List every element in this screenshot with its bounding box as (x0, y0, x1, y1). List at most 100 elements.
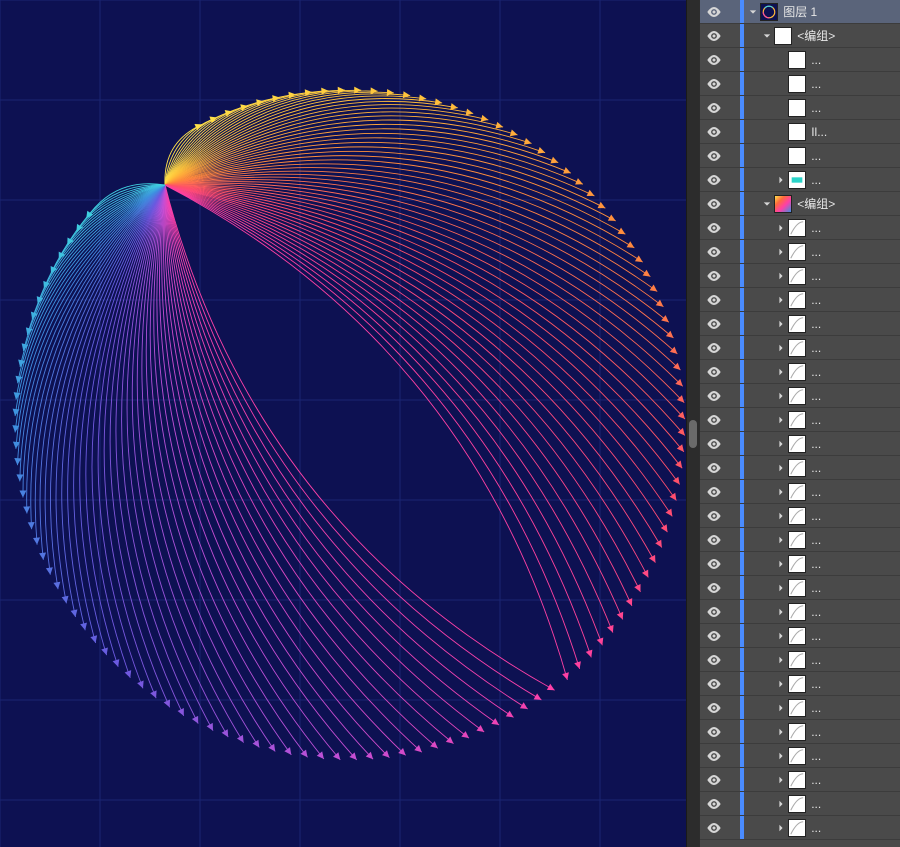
layer-row[interactable]: ... (700, 144, 900, 168)
layer-name[interactable]: ... (811, 149, 882, 163)
visibility-toggle[interactable] (700, 511, 728, 521)
layer-row[interactable]: ... (700, 432, 900, 456)
layer-name[interactable]: ... (811, 365, 882, 379)
layer-name[interactable]: ... (811, 629, 882, 643)
visibility-toggle[interactable] (700, 535, 728, 545)
layer-thumbnail[interactable] (788, 747, 806, 765)
layer-thumbnail[interactable] (788, 387, 806, 405)
layer-row[interactable]: ... (700, 264, 900, 288)
visibility-toggle[interactable] (700, 463, 728, 473)
layer-row[interactable]: ... (700, 552, 900, 576)
disclosure-toggle[interactable] (774, 704, 788, 712)
visibility-toggle[interactable] (700, 391, 728, 401)
visibility-toggle[interactable] (700, 727, 728, 737)
layer-row[interactable]: ... (700, 624, 900, 648)
layer-thumbnail[interactable] (788, 819, 806, 837)
layer-name[interactable]: ... (811, 797, 882, 811)
disclosure-toggle[interactable] (774, 512, 788, 520)
layer-row[interactable]: ... (700, 288, 900, 312)
layer-thumbnail[interactable] (788, 315, 806, 333)
layer-name[interactable]: ... (811, 605, 882, 619)
disclosure-toggle[interactable] (774, 608, 788, 616)
visibility-toggle[interactable] (700, 703, 728, 713)
layer-name[interactable]: ... (811, 485, 882, 499)
layer-row[interactable]: ... (700, 240, 900, 264)
layer-name[interactable]: ... (811, 341, 882, 355)
layer-thumbnail[interactable] (788, 75, 806, 93)
disclosure-toggle[interactable] (774, 392, 788, 400)
canvas-scrollbar-thumb[interactable] (689, 420, 697, 448)
layer-name[interactable]: ... (811, 773, 882, 787)
layer-thumbnail[interactable] (788, 123, 806, 141)
layer-name[interactable]: ... (811, 677, 882, 691)
layer-name[interactable]: ... (811, 413, 882, 427)
layer-row[interactable]: ... (700, 792, 900, 816)
layer-row[interactable]: ... (700, 672, 900, 696)
disclosure-toggle[interactable] (774, 296, 788, 304)
layer-row[interactable]: <编组> (700, 192, 900, 216)
layer-thumbnail[interactable] (788, 507, 806, 525)
layer-thumbnail[interactable] (788, 291, 806, 309)
layer-row[interactable]: ... (700, 504, 900, 528)
disclosure-toggle[interactable] (774, 320, 788, 328)
layer-thumbnail[interactable] (788, 675, 806, 693)
disclosure-toggle[interactable] (774, 440, 788, 448)
disclosure-toggle[interactable] (774, 776, 788, 784)
disclosure-toggle[interactable] (774, 248, 788, 256)
layer-thumbnail[interactable] (774, 195, 792, 213)
disclosure-toggle[interactable] (774, 656, 788, 664)
visibility-toggle[interactable] (700, 775, 728, 785)
visibility-toggle[interactable] (700, 151, 728, 161)
layer-name[interactable]: <编组> (797, 27, 882, 44)
layer-row[interactable]: ... (700, 312, 900, 336)
layer-row[interactable]: ... (700, 72, 900, 96)
layer-thumbnail[interactable] (788, 363, 806, 381)
layer-row[interactable]: ... (700, 336, 900, 360)
visibility-toggle[interactable] (700, 295, 728, 305)
layer-thumbnail[interactable] (788, 243, 806, 261)
layer-name[interactable]: ... (811, 389, 882, 403)
disclosure-toggle[interactable] (774, 416, 788, 424)
visibility-toggle[interactable] (700, 439, 728, 449)
layer-name[interactable]: ... (811, 173, 882, 187)
visibility-toggle[interactable] (700, 127, 728, 137)
layer-name[interactable]: ... (811, 317, 882, 331)
visibility-toggle[interactable] (700, 199, 728, 209)
visibility-toggle[interactable] (700, 559, 728, 569)
layer-thumbnail[interactable] (788, 171, 806, 189)
layer-thumbnail[interactable] (788, 51, 806, 69)
visibility-toggle[interactable] (700, 751, 728, 761)
disclosure-toggle[interactable] (774, 560, 788, 568)
layer-thumbnail[interactable] (788, 531, 806, 549)
disclosure-toggle[interactable] (774, 824, 788, 832)
layer-name[interactable]: ... (811, 725, 882, 739)
layer-thumbnail[interactable] (788, 603, 806, 621)
layer-thumbnail[interactable] (788, 483, 806, 501)
layer-name[interactable]: ... (811, 245, 882, 259)
layer-name[interactable]: ... (811, 77, 882, 91)
disclosure-toggle[interactable] (774, 368, 788, 376)
layer-row[interactable]: ... (700, 744, 900, 768)
layer-thumbnail[interactable] (788, 651, 806, 669)
layer-name[interactable]: ... (811, 653, 882, 667)
layer-name[interactable]: ... (811, 509, 882, 523)
layer-row[interactable]: ... (700, 216, 900, 240)
visibility-toggle[interactable] (700, 343, 728, 353)
disclosure-toggle[interactable] (774, 584, 788, 592)
visibility-toggle[interactable] (700, 79, 728, 89)
layer-thumbnail[interactable] (788, 723, 806, 741)
visibility-toggle[interactable] (700, 799, 728, 809)
visibility-toggle[interactable] (700, 487, 728, 497)
layer-row[interactable]: ... (700, 768, 900, 792)
layer-name[interactable]: ... (811, 557, 882, 571)
visibility-toggle[interactable] (700, 247, 728, 257)
visibility-toggle[interactable] (700, 655, 728, 665)
layer-thumbnail[interactable] (788, 555, 806, 573)
visibility-toggle[interactable] (700, 103, 728, 113)
layer-thumbnail[interactable] (760, 3, 778, 21)
visibility-toggle[interactable] (700, 415, 728, 425)
visibility-toggle[interactable] (700, 679, 728, 689)
layer-thumbnail[interactable] (788, 411, 806, 429)
layer-name[interactable]: ... (811, 461, 882, 475)
layer-row[interactable]: ... (700, 168, 900, 192)
